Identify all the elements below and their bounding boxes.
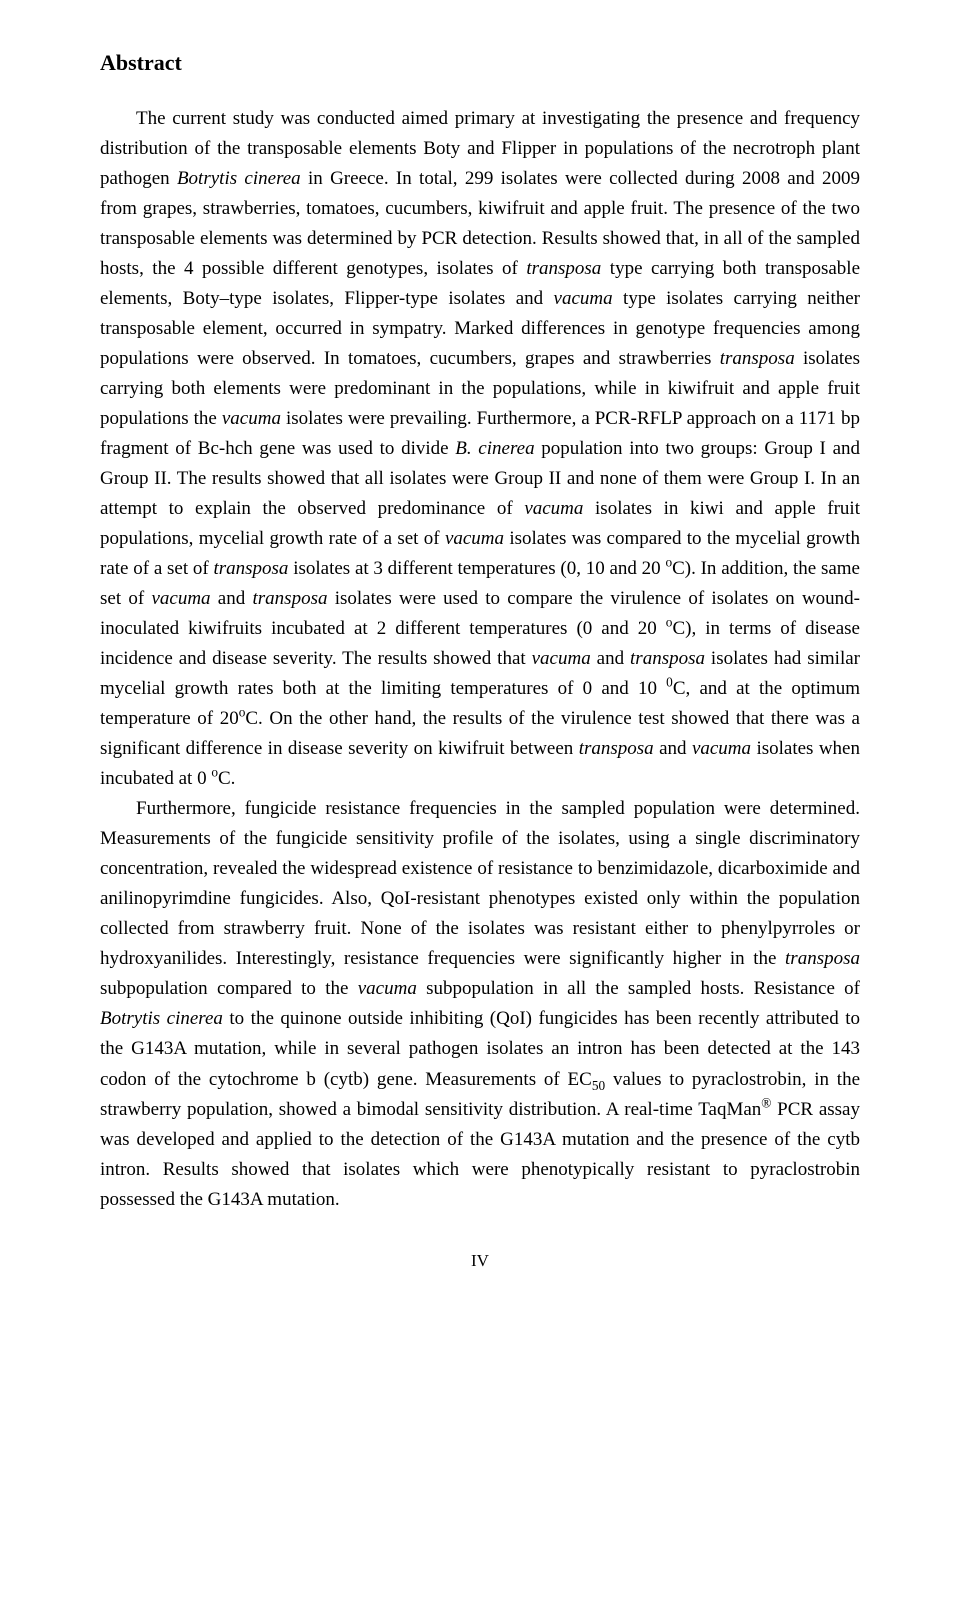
abstract-body: The current study was conducted aimed pr… xyxy=(100,104,860,1215)
paragraph: Furthermore, fungicide resistance freque… xyxy=(100,794,860,1214)
paragraph: The current study was conducted aimed pr… xyxy=(100,104,860,794)
page-number: IV xyxy=(100,1251,860,1271)
abstract-heading: Abstract xyxy=(100,50,860,76)
